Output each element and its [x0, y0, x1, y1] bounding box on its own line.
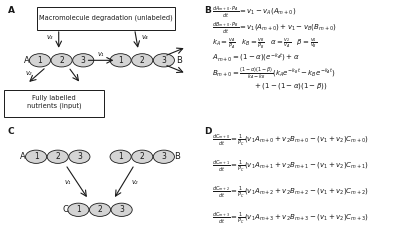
Text: 3: 3 — [162, 152, 166, 161]
Text: 1: 1 — [118, 56, 123, 65]
Text: A: A — [20, 152, 26, 161]
Text: C: C — [8, 127, 14, 136]
Text: $\frac{dC_{m+3}}{dt} = \frac{1}{P_C}(v_1 A_{m+3} + v_2 B_{m+3} - (v_1+v_2)C_{m+3: $\frac{dC_{m+3}}{dt} = \frac{1}{P_C}(v_1… — [212, 210, 369, 226]
Text: 2: 2 — [140, 152, 145, 161]
FancyBboxPatch shape — [37, 7, 175, 30]
Text: 1: 1 — [118, 152, 123, 161]
Text: A: A — [8, 6, 15, 15]
Circle shape — [111, 203, 132, 216]
Circle shape — [29, 54, 50, 67]
Text: v₂: v₂ — [131, 179, 138, 185]
Text: 2: 2 — [98, 205, 102, 214]
Text: v₁: v₁ — [64, 179, 71, 185]
Text: 2: 2 — [59, 56, 64, 65]
Text: 2: 2 — [55, 152, 60, 161]
Text: 1: 1 — [34, 152, 38, 161]
Circle shape — [90, 203, 110, 216]
Circle shape — [153, 54, 174, 67]
Text: A: A — [24, 56, 30, 65]
Text: 3: 3 — [81, 56, 86, 65]
Text: $\frac{dC_{m+2}}{dt} = \frac{1}{P_C}(v_1 A_{m+2} + v_2 B_{m+2} - (v_1+v_2)C_{m+2: $\frac{dC_{m+2}}{dt} = \frac{1}{P_C}(v_1… — [212, 184, 369, 200]
Text: 2: 2 — [140, 56, 145, 65]
Text: B: B — [176, 56, 182, 65]
Text: v₁: v₁ — [98, 51, 104, 57]
Circle shape — [26, 150, 47, 163]
Text: Macromolecule degradation (unlabeled): Macromolecule degradation (unlabeled) — [39, 15, 173, 21]
FancyBboxPatch shape — [4, 90, 104, 117]
Text: $A_{m+0} = (1-\alpha)(e^{-k_A t}) + \alpha$: $A_{m+0} = (1-\alpha)(e^{-k_A t}) + \alp… — [212, 51, 300, 63]
Text: B: B — [204, 6, 211, 15]
Text: 1: 1 — [76, 205, 81, 214]
Text: $B_{m+0} = \frac{(1-\alpha)(1-\beta)}{k_A - k_B}(k_A e^{-k_B t} - k_B e^{-k_A t}: $B_{m+0} = \frac{(1-\alpha)(1-\beta)}{k_… — [212, 65, 336, 82]
Text: $\qquad\qquad\qquad + (1-(1-\alpha)(1-\beta))$: $\qquad\qquad\qquad + (1-(1-\alpha)(1-\b… — [212, 81, 327, 91]
Text: D: D — [204, 127, 212, 136]
Circle shape — [68, 203, 89, 216]
Circle shape — [132, 54, 153, 67]
Circle shape — [110, 54, 131, 67]
Circle shape — [47, 150, 68, 163]
Text: $\frac{dC_{m+1}}{dt} = \frac{1}{P_C}(v_1 A_{m+1} + v_2 B_{m+1} - (v_1+v_2)C_{m+1: $\frac{dC_{m+1}}{dt} = \frac{1}{P_C}(v_1… — [212, 158, 369, 174]
Text: $k_A = \frac{v_A}{P_A}\quad k_B = \frac{v_B}{P_B}\quad \alpha = \frac{v_2}{v_A}\: $k_A = \frac{v_A}{P_A}\quad k_B = \frac{… — [212, 37, 317, 51]
Circle shape — [69, 150, 90, 163]
Text: $\frac{dB_{m+0}\cdot P_B}{dt} = v_1(A_{m+0}) + v_1 - v_B(B_{m+0})$: $\frac{dB_{m+0}\cdot P_B}{dt} = v_1(A_{m… — [212, 20, 336, 36]
Text: B: B — [174, 152, 180, 161]
Text: $\frac{dA_{m+0}\cdot P_A}{dt} = v_1 - v_A(A_{m+0})$: $\frac{dA_{m+0}\cdot P_A}{dt} = v_1 - v_… — [212, 4, 296, 20]
Text: 1: 1 — [38, 56, 42, 65]
Text: v₂: v₂ — [26, 70, 32, 76]
Circle shape — [110, 150, 131, 163]
Text: $\frac{dC_{m+0}}{dt} = \frac{1}{P_C}(v_1 A_{m+0} + v_2 B_{m+0} - (v_1+v_2)C_{m+0: $\frac{dC_{m+0}}{dt} = \frac{1}{P_C}(v_1… — [212, 132, 369, 148]
Circle shape — [73, 54, 94, 67]
Text: 3: 3 — [77, 152, 82, 161]
Circle shape — [51, 54, 72, 67]
Text: v₃: v₃ — [47, 34, 53, 40]
Text: C: C — [62, 205, 68, 214]
Text: v₄: v₄ — [142, 34, 148, 40]
Text: Fully labelled
nutrients (input): Fully labelled nutrients (input) — [27, 95, 81, 109]
Circle shape — [153, 150, 174, 163]
Text: 3: 3 — [119, 205, 124, 214]
Text: 3: 3 — [162, 56, 166, 65]
Circle shape — [132, 150, 153, 163]
